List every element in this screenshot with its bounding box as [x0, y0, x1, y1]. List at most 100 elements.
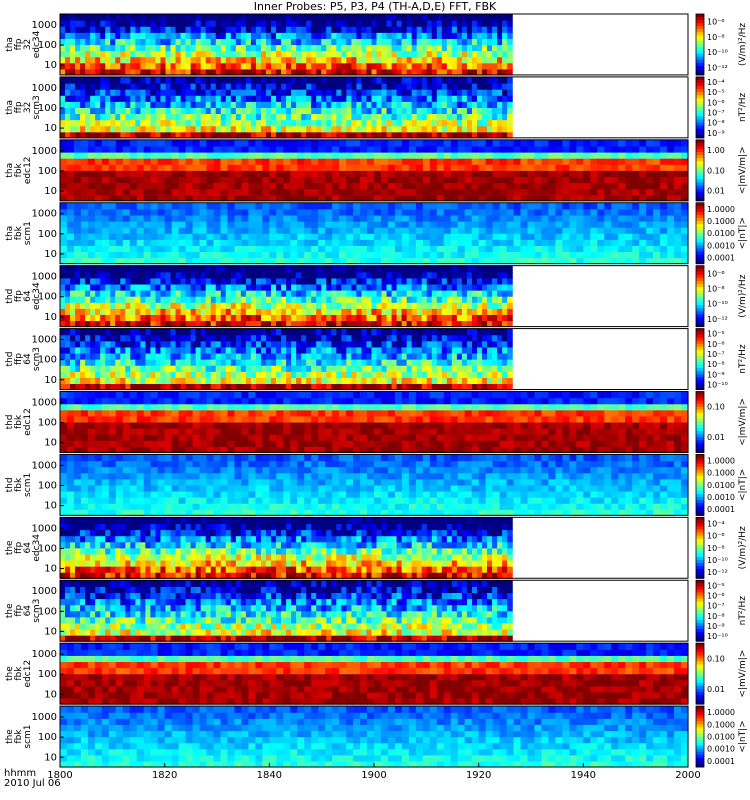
heatmap-cell [180, 277, 187, 285]
heatmap-cell [674, 221, 682, 228]
heatmap-cell [541, 170, 550, 177]
heatmap-cell [351, 113, 358, 121]
heatmap-cell [60, 352, 66, 360]
heatmap-cell [497, 320, 503, 328]
heatmap-cell [451, 296, 458, 303]
heatmap-cell [502, 296, 508, 303]
heatmap-cell [429, 227, 438, 234]
heatmap-cell [476, 296, 483, 303]
colorbar-segment [696, 271, 704, 276]
heatmap-cell [646, 188, 654, 196]
heatmap-cell [408, 245, 417, 253]
heatmap-cell [346, 119, 352, 127]
heatmap-cell [122, 188, 131, 196]
heatmap-cell [416, 308, 423, 315]
heatmap-cell [297, 251, 305, 259]
heatmap-cell [296, 265, 302, 273]
heatmap-cell [75, 271, 81, 279]
heatmap-cell [115, 170, 124, 177]
heatmap-cell [429, 208, 438, 216]
heatmap-cell [401, 233, 410, 240]
heatmap-cell [611, 170, 619, 177]
heatmap-cell [185, 125, 192, 133]
heatmap-cell [421, 14, 428, 21]
heatmap-cell [446, 50, 453, 58]
heatmap-cell [190, 56, 197, 64]
heatmap-cell [408, 139, 417, 147]
heatmap-cell [255, 296, 262, 303]
heatmap-cell [485, 239, 494, 246]
heatmap-cell [140, 38, 146, 46]
heatmap-cell [416, 131, 423, 139]
heatmap-cell [502, 95, 508, 102]
heatmap-cell [461, 283, 468, 291]
heatmap-cell [140, 314, 146, 322]
heatmap-cell [429, 164, 438, 171]
heatmap-cell [507, 101, 513, 108]
heatmap-cell [507, 89, 513, 96]
heatmap-cell [235, 302, 242, 309]
heatmap-cell [65, 56, 71, 64]
heatmap-cell [441, 265, 448, 273]
heatmap-cell [321, 113, 327, 121]
heatmap-cell [60, 290, 66, 297]
colorbar-segment [696, 242, 704, 246]
heatmap-cell [276, 176, 284, 184]
heatmap-cell [85, 283, 91, 291]
heatmap-cell [85, 365, 91, 372]
heatmap-cell [401, 182, 410, 190]
heatmap-cell [380, 251, 389, 259]
heatmap-cell [120, 283, 126, 291]
heatmap-cell [646, 158, 654, 165]
heatmap-cell [366, 20, 373, 27]
heatmap-cell [618, 182, 626, 190]
colorbar-segment [696, 59, 704, 64]
heatmap-cell [192, 182, 201, 190]
heatmap-cell [346, 188, 354, 196]
heatmap-cell [478, 176, 487, 184]
heatmap-cell [422, 257, 431, 265]
heatmap-cell [129, 251, 138, 259]
heatmap-cell [95, 131, 101, 139]
heatmap-cell [276, 20, 282, 27]
heatmap-cell [451, 125, 458, 133]
colorbar-frame [695, 139, 705, 202]
heatmap-cell [215, 125, 222, 133]
heatmap-cell [94, 145, 103, 153]
heatmap-cell [548, 245, 557, 253]
heatmap-cell [487, 271, 493, 279]
heatmap-cell [105, 113, 111, 121]
heatmap-cell [441, 62, 448, 70]
heatmap-cell [200, 125, 207, 133]
heatmap-cell [245, 101, 252, 108]
heatmap-cell [487, 101, 493, 108]
heatmap-cell [110, 32, 116, 39]
heatmap-cell [85, 290, 91, 297]
heatmap-cell [130, 56, 136, 64]
heatmap-cell [220, 125, 227, 133]
colorbar-segment [696, 227, 704, 231]
heatmap-cell [269, 245, 277, 253]
heatmap-cell [394, 214, 403, 222]
heatmap-cell [155, 20, 162, 27]
heatmap-cell [534, 152, 543, 159]
heatmap-cell [165, 308, 172, 315]
heatmap-cell [75, 14, 81, 21]
heatmap-cell [248, 251, 256, 259]
heatmap-cell [401, 194, 410, 202]
heatmap-cell [105, 14, 111, 21]
heatmap-cell [371, 44, 378, 52]
heatmap-cell [534, 202, 543, 210]
heatmap-cell [245, 131, 252, 139]
heatmap-cell [520, 188, 529, 196]
heatmap-cell [100, 20, 106, 27]
heatmap-cell [478, 158, 487, 165]
heatmap-cell [386, 283, 393, 291]
heatmap-cell [200, 320, 207, 328]
heatmap-cell [318, 176, 326, 184]
heatmap-cell [301, 50, 307, 58]
heatmap-cell [210, 125, 217, 133]
heatmap-cell [145, 56, 152, 64]
heatmap-cell [296, 296, 302, 303]
heatmap-cell [120, 113, 126, 121]
